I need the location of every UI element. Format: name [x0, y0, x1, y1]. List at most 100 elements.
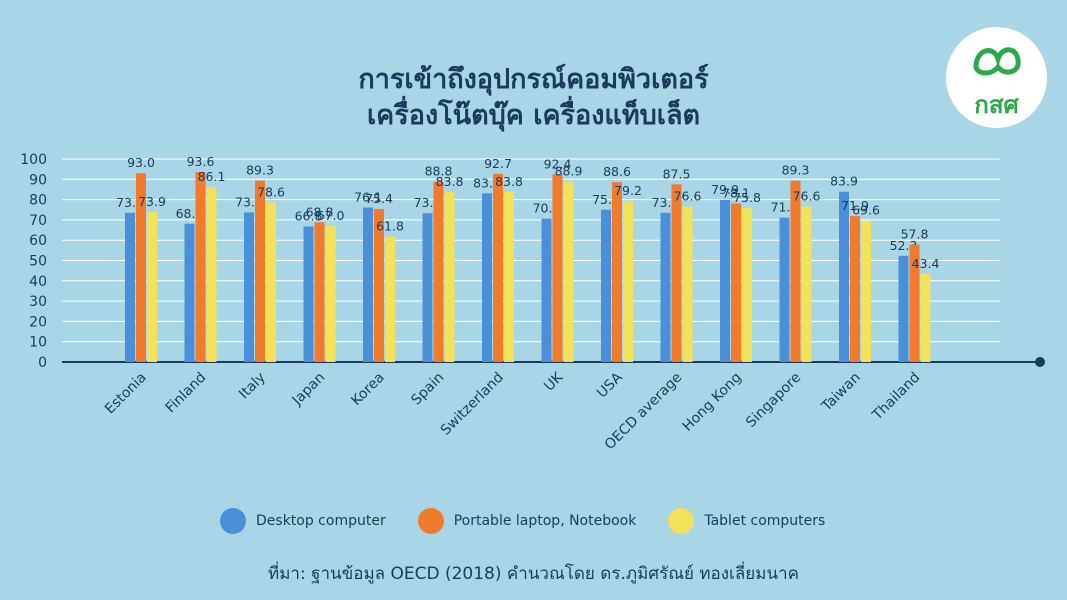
bar [563, 181, 574, 362]
bar [731, 203, 741, 362]
legend-swatch-laptop [417, 508, 444, 534]
bar [136, 173, 146, 362]
y-tick-label: 100 [20, 152, 47, 168]
bar [623, 201, 633, 362]
y-tick-label: 40 [29, 274, 47, 290]
legend-item-desktop: Desktop computer [220, 508, 386, 534]
x-axis-end-dot [1035, 357, 1045, 367]
bar [909, 244, 920, 362]
chart-title-line-1: การเข้าถึงอุปกรณ์คอมพิวเตอร์ [358, 64, 709, 95]
data-label: 83.8 [436, 174, 464, 189]
y-tick-label: 20 [29, 314, 47, 330]
logo-leaf-icon [973, 47, 1021, 76]
bar [385, 236, 395, 362]
data-label: 75.4 [365, 191, 393, 206]
bar [125, 212, 135, 362]
data-label: 88.9 [555, 164, 583, 179]
bar [422, 213, 433, 362]
x-tick-label: Taiwan [818, 370, 864, 416]
data-label: 93.0 [127, 155, 155, 170]
legend-label-tablet: Tablet computers [704, 513, 826, 529]
chart-title-line-2: เครื่องโน๊ตบุ๊ค เครื่องแท็บเล็ต [366, 100, 701, 131]
data-label: 68.8 [306, 204, 334, 219]
y-tick-label: 10 [29, 335, 47, 351]
data-label: 88.6 [603, 164, 631, 179]
bar [720, 199, 730, 362]
data-label: 88.8 [425, 164, 453, 179]
bar [255, 180, 265, 362]
y-tick-label: 30 [29, 294, 47, 310]
data-label: 83.9 [830, 174, 858, 189]
data-label: 43.4 [912, 256, 940, 271]
data-label: 66.8 [295, 208, 323, 223]
bar [244, 212, 254, 362]
bar [601, 209, 611, 362]
legend-label-laptop: Portable laptop, Notebook [453, 513, 637, 529]
data-label: 76.6 [674, 189, 702, 204]
bar [552, 174, 563, 362]
bar [850, 216, 860, 362]
bar [504, 191, 514, 362]
bar [920, 273, 931, 362]
data-label: 89.3 [246, 163, 274, 178]
bar [839, 191, 849, 362]
data-label: 67.0 [317, 208, 345, 223]
bar [325, 225, 336, 362]
bar [433, 181, 444, 362]
bar [779, 217, 790, 362]
bar [671, 184, 682, 362]
data-label: 75.8 [733, 190, 761, 205]
x-tick-label: Japan [289, 370, 329, 410]
bar [541, 218, 552, 362]
x-tick-label: Estonia [102, 370, 150, 418]
y-tick-label: 70 [29, 213, 47, 229]
x-tick-label: Spain [408, 370, 447, 409]
bar [660, 212, 671, 362]
bar [861, 220, 871, 362]
bar [742, 208, 752, 362]
bar [303, 226, 314, 362]
x-tick-label: Korea [348, 370, 387, 409]
data-label: 89.3 [782, 163, 810, 178]
data-label: 71.9 [841, 198, 869, 213]
bar [682, 206, 693, 362]
bar [184, 223, 195, 362]
logo-text: กสศ [974, 91, 1019, 119]
data-label: 78.1 [722, 185, 750, 200]
legend-item-laptop: Portable laptop, Notebook [417, 508, 637, 534]
bar [363, 207, 373, 362]
bar [374, 208, 384, 362]
bar [444, 191, 455, 362]
x-tick-label: Hong Kong [680, 370, 745, 435]
data-label: 83.8 [495, 174, 523, 189]
bar [266, 202, 276, 362]
legend-swatch-desktop [220, 508, 246, 534]
data-label: 87.5 [663, 166, 691, 181]
bar [195, 171, 206, 362]
legend-item-tablet: Tablet computers [668, 508, 825, 534]
data-label: 76.1 [354, 190, 382, 205]
data-label: 78.6 [257, 184, 285, 199]
bar [314, 222, 325, 362]
chart-title: การเข้าถึงอุปกรณ์คอมพิวเตอร์ เครื่องโน๊ต… [0, 62, 1067, 134]
data-label: 61.8 [376, 219, 404, 234]
y-tick-label: 60 [29, 233, 47, 249]
source-note: ที่มา: ฐานข้อมูล OECD (2018) คำนวณโดย ดร… [267, 564, 799, 584]
data-label: 92.7 [484, 156, 512, 171]
bar [898, 255, 909, 362]
data-label: 57.8 [901, 227, 929, 242]
data-label: 76.6 [793, 189, 821, 204]
bar [790, 180, 801, 362]
data-label: 92.4 [544, 156, 572, 171]
x-tick-label: USA [594, 369, 626, 401]
data-label: 69.6 [852, 203, 880, 218]
bar [801, 206, 812, 362]
data-label: 79.2 [614, 183, 642, 198]
x-tick-label: Singapore [743, 370, 804, 431]
y-tick-label: 90 [29, 172, 47, 188]
x-tick-label: UK [541, 369, 567, 395]
bar-chart: 010203040506070809010073.593.073.9Estoni… [20, 152, 1045, 453]
y-tick-label: 50 [29, 254, 47, 270]
y-tick-label: 0 [38, 355, 47, 371]
bar [206, 187, 217, 362]
